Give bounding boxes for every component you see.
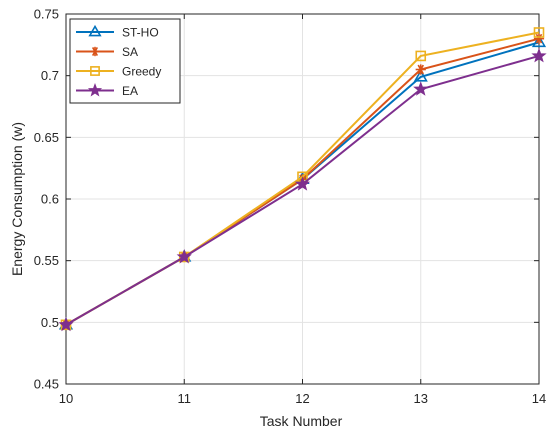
series-ea [58,47,547,332]
y-axis-label: Energy Consumption (w) [9,122,25,276]
data-point [413,69,428,82]
y-tick-label: 0.6 [41,192,59,207]
data-point [90,46,100,57]
x-tick-label: 14 [532,391,546,406]
legend-label: EA [122,84,138,98]
y-tick-label: 0.65 [34,130,59,145]
data-point [531,34,547,48]
data-point [176,248,192,264]
legend-item: EA [76,83,138,98]
data-point [415,64,426,75]
data-point [58,316,74,332]
y-tick-label: 0.75 [34,7,59,22]
data-point [294,176,311,191]
x-tick-label: 10 [59,391,73,406]
legend-label: ST-HO [122,26,159,40]
y-tick-label: 0.55 [34,253,59,268]
data-point [90,66,100,76]
data-point [533,33,545,44]
data-point [413,81,429,96]
x-tick-label: 13 [414,391,428,406]
legend-item: SA [76,45,138,59]
x-axis-label: Task Number [260,413,343,429]
x-tick-label: 11 [178,391,192,406]
legend-item: Greedy [76,65,161,79]
legend-label: SA [122,45,138,59]
series-group [58,27,547,332]
data-point [533,27,545,38]
plot-frame [65,13,540,385]
legend: ST-HO SA Greedy EA [69,18,181,104]
data-point [87,83,103,97]
y-tick-label: 0.7 [41,68,59,83]
data-point [88,24,102,37]
legend-item: ST-HO [76,24,159,40]
y-tick-label: 0.45 [34,377,59,392]
legend-label: Greedy [122,65,161,79]
x-tick-label: 12 [295,391,309,406]
data-point [415,50,427,62]
y-tick-label: 0.5 [41,315,59,330]
axes: 10 11 12 13 14 0.45 0.5 0.55 0.6 0.65 0.7 0.75 [34,7,547,407]
data-point [531,47,547,63]
